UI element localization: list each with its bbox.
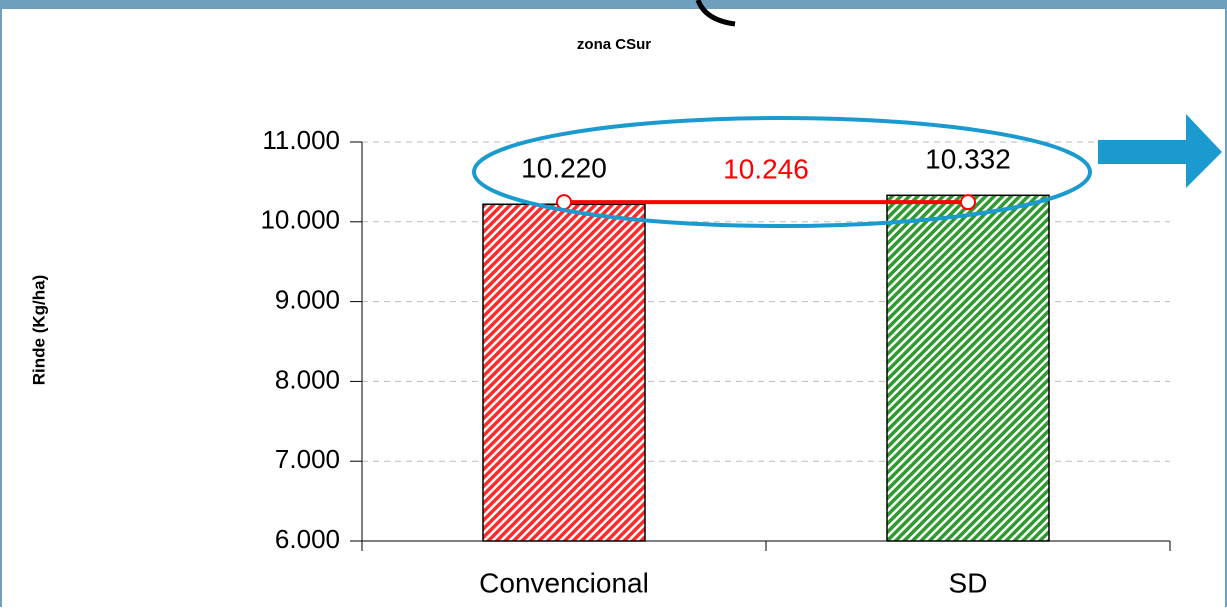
highlight-ellipse xyxy=(472,116,1092,228)
x-tick-label: Convencional xyxy=(479,567,649,598)
bar xyxy=(482,203,646,542)
chart-title: zona CSur xyxy=(577,36,651,53)
y-tick-label: 11.000 xyxy=(262,125,340,155)
y-tick-label: 8.000 xyxy=(275,364,340,394)
average-point xyxy=(960,194,976,211)
arrow xyxy=(1098,114,1222,188)
x-tick-label: SD xyxy=(949,567,988,598)
average-point xyxy=(556,194,572,211)
average-label: 10.246 xyxy=(723,153,809,184)
value-label: 10.332 xyxy=(925,144,1011,175)
bar xyxy=(886,194,1050,542)
value-label: 10.220 xyxy=(521,153,607,184)
y-tick-label: 10.000 xyxy=(260,205,340,235)
y-tick-label: 7.000 xyxy=(275,444,340,474)
y-tick-label: 9.000 xyxy=(275,284,340,314)
top-bar xyxy=(0,0,1227,9)
y-axis-label: Rinde (Kg/ha) xyxy=(29,275,48,386)
decor-curve xyxy=(695,0,736,27)
plot: 6.000 7.000 8.000 9.000 10.000 11.000 Convenci… xyxy=(260,125,1171,598)
y-tick-label: 6.000 xyxy=(275,524,340,554)
